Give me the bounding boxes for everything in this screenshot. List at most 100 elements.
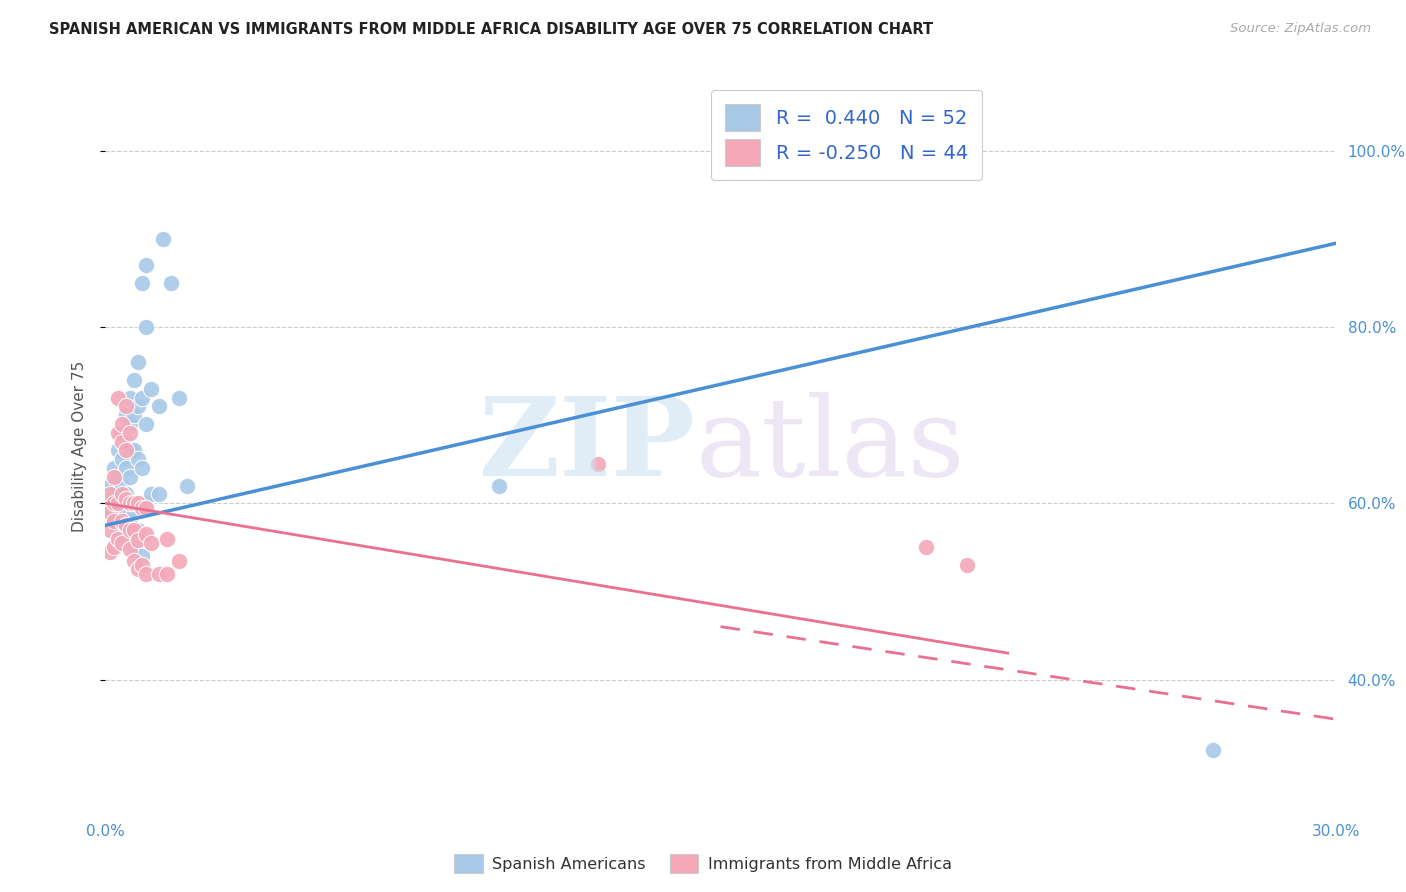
Point (122, 373, 145, 387)
Point (122, 541, 145, 555)
Point (710, 144, 733, 158)
Point (98, 478, 121, 492)
Point (139, 382, 162, 396)
Point (115, 491, 138, 506)
Point (135, 496, 157, 510)
Point (111, 536, 134, 550)
Point (135, 258, 157, 272)
Point (103, 496, 125, 510)
Point (160, 276, 183, 290)
Point (488, 478, 510, 492)
Point (98, 545, 121, 559)
Point (115, 487, 138, 501)
Point (115, 461, 138, 475)
Point (139, 487, 162, 501)
Text: Source: ZipAtlas.com: Source: ZipAtlas.com (1230, 22, 1371, 36)
Y-axis label: Disability Age Over 75: Disability Age Over 75 (72, 360, 87, 532)
Text: ZIP: ZIP (479, 392, 696, 500)
Point (956, 558, 979, 572)
Point (139, 536, 162, 550)
Point (103, 461, 125, 475)
Point (148, 487, 170, 501)
Point (131, 461, 153, 475)
Point (127, 523, 149, 537)
Point (122, 505, 145, 519)
Point (111, 478, 134, 492)
Point (176, 478, 198, 492)
Point (169, 391, 191, 405)
Point (107, 523, 129, 537)
Point (120, 514, 141, 528)
Point (156, 566, 179, 581)
Point (107, 443, 129, 458)
Point (148, 400, 170, 414)
Point (120, 523, 141, 537)
Point (111, 434, 134, 449)
Point (135, 320, 157, 334)
Point (115, 518, 138, 533)
Point (111, 417, 134, 431)
Point (98, 487, 121, 501)
Point (98, 505, 121, 519)
Point (127, 400, 149, 414)
Point (131, 391, 153, 405)
Point (115, 514, 138, 528)
Point (115, 443, 138, 458)
Point (103, 487, 125, 501)
Point (103, 514, 125, 528)
Point (127, 452, 149, 467)
Point (122, 496, 145, 510)
Point (115, 400, 138, 414)
Point (107, 532, 129, 546)
Point (107, 470, 129, 484)
Legend: R =  0.440   N = 52, R = -0.250   N = 44: R = 0.440 N = 52, R = -0.250 N = 44 (711, 90, 981, 180)
Point (120, 443, 141, 458)
Point (98, 505, 121, 519)
Point (156, 532, 179, 546)
Point (107, 425, 129, 440)
Point (111, 425, 134, 440)
Point (135, 527, 157, 541)
Point (103, 514, 125, 528)
Point (131, 549, 153, 563)
Point (115, 408, 138, 422)
Point (103, 470, 125, 484)
Point (148, 566, 170, 581)
Point (586, 457, 609, 471)
Point (107, 496, 129, 510)
Point (127, 533, 149, 548)
Point (111, 532, 134, 546)
Legend: Spanish Americans, Immigrants from Middle Africa: Spanish Americans, Immigrants from Middl… (447, 847, 959, 880)
Point (111, 514, 134, 528)
Point (111, 452, 134, 467)
Point (135, 500, 157, 515)
Point (122, 553, 145, 567)
Point (120, 542, 141, 557)
Point (122, 443, 145, 458)
Point (1202, 743, 1225, 757)
Point (122, 408, 145, 422)
Point (135, 417, 157, 431)
Point (135, 566, 157, 581)
Point (127, 355, 149, 369)
Point (127, 496, 149, 510)
Point (120, 470, 141, 484)
Point (111, 505, 134, 519)
Point (131, 276, 153, 290)
Point (107, 391, 129, 405)
Point (169, 553, 191, 567)
Point (98, 523, 121, 537)
Point (131, 500, 153, 515)
Point (152, 232, 174, 246)
Point (103, 541, 125, 555)
Point (107, 496, 129, 510)
Point (131, 558, 153, 572)
Point (115, 434, 138, 449)
Point (914, 541, 936, 555)
Point (120, 496, 141, 510)
Point (120, 391, 141, 405)
Point (122, 523, 145, 537)
Point (120, 425, 141, 440)
Text: SPANISH AMERICAN VS IMMIGRANTS FROM MIDDLE AFRICA DISABILITY AGE OVER 75 CORRELA: SPANISH AMERICAN VS IMMIGRANTS FROM MIDD… (49, 22, 934, 37)
Text: atlas: atlas (696, 392, 966, 500)
